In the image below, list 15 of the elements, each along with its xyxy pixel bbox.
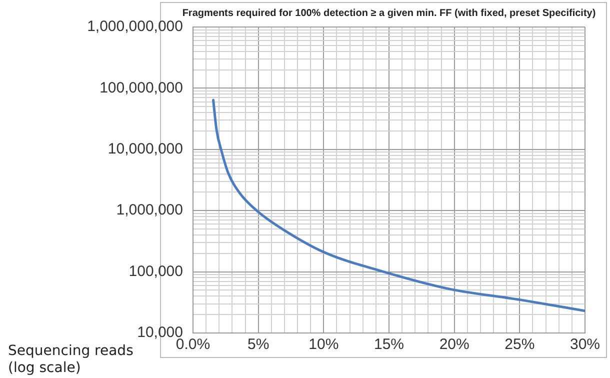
x-tick-label: 30% <box>570 336 600 354</box>
y-tick-label: 1,000,000 <box>116 202 183 219</box>
x-tick-label: 5% <box>247 336 270 354</box>
x-tick-label: 20% <box>439 336 470 354</box>
x-tick-label: 25% <box>504 336 535 354</box>
x-tick-label: 0.0% <box>176 336 210 354</box>
y-tick-label: 100,000 <box>128 262 183 280</box>
x-tick-label: 15% <box>374 336 404 354</box>
y-axis-title: Sequencing reads (log scale) <box>8 343 134 377</box>
x-tick-label: 10% <box>308 336 339 354</box>
y-tick-label: 100,000,000 <box>100 79 183 96</box>
chart-title: Fragments required for 100% detection ≥ a given min. FF (with fixed, preset Specificity) <box>182 8 596 19</box>
y-tick-label: 1,000,000,000 <box>87 18 183 36</box>
line-series <box>212 98 585 312</box>
y-tick-label: 10,000,000 <box>108 140 183 158</box>
